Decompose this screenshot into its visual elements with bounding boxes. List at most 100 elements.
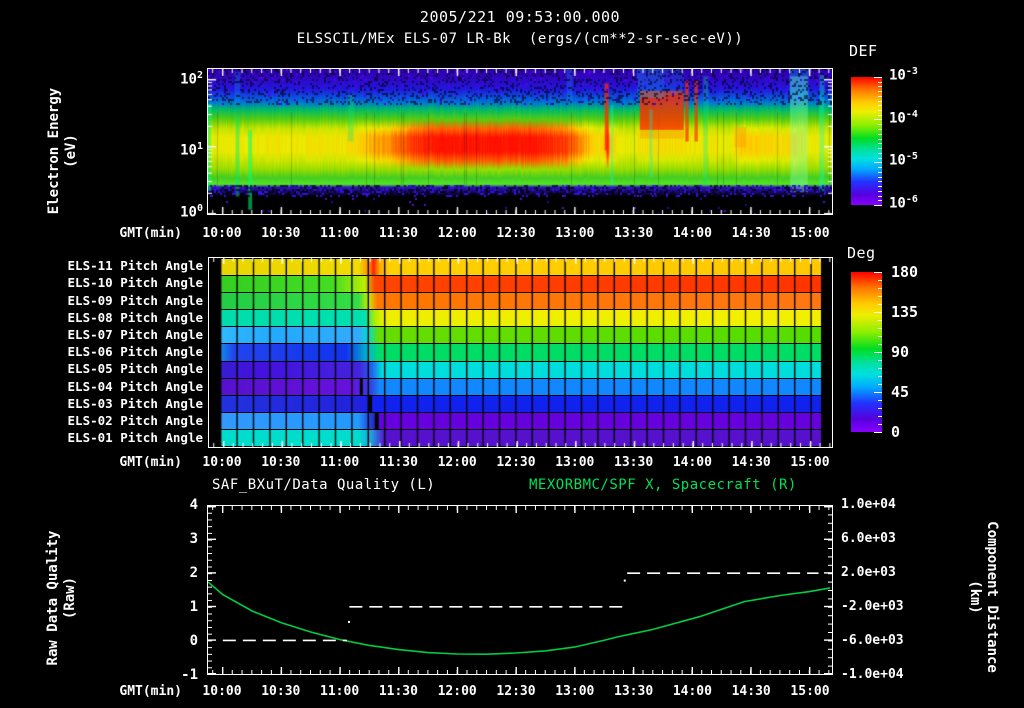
axis-tick	[310, 670, 311, 674]
colorbar-minor-tick	[878, 344, 882, 345]
axis-tick	[544, 506, 546, 510]
axis-tick	[300, 506, 302, 510]
colorbar-minor-tick	[878, 328, 882, 329]
time-tick-label: 14:30	[731, 684, 771, 699]
axis-tick	[515, 667, 517, 674]
time-tick-label: 10:00	[202, 226, 242, 241]
axis-tick	[828, 606, 832, 608]
axis-tick	[613, 670, 615, 674]
axis-tick	[759, 670, 761, 674]
axis-tick	[632, 506, 635, 513]
axis-tick	[261, 506, 263, 510]
colorbar-minor-tick	[878, 186, 882, 188]
axis-tick	[241, 670, 243, 674]
colorbar-minor-tick	[878, 124, 882, 126]
axis-tick	[710, 506, 712, 510]
axis-tick	[593, 506, 595, 510]
time-tick-label: 12:30	[496, 684, 536, 699]
time-tick-label: 13:00	[555, 226, 595, 241]
exponent: 2	[196, 70, 203, 81]
deg-tick-label: 180	[891, 263, 919, 281]
colorbar-minor-tick	[878, 157, 882, 159]
time-tick-label: 15:00	[790, 226, 830, 241]
axis-tick	[642, 670, 644, 674]
energy-ytick-label: 101	[180, 141, 203, 159]
electron-energy-axis-line1: Electron Energy	[46, 87, 62, 215]
bottom-title-left: SAF_BXuT/Data Quality (L)	[212, 477, 436, 493]
axis-tick	[476, 670, 478, 674]
colorbar-minor-tick	[878, 105, 882, 107]
axis-tick	[671, 506, 673, 510]
def-tick-label: 10-3	[889, 66, 918, 84]
axis-tick	[632, 667, 635, 674]
quality-distance-panel	[207, 505, 833, 675]
pitch-angle-row-label: ELS-07 Pitch Angle	[67, 327, 203, 342]
raw-quality-axis-line1: Raw Data Quality	[45, 530, 61, 666]
axis-tick	[671, 670, 673, 674]
pitch-angle-row-label: ELS-04 Pitch Angle	[67, 378, 203, 394]
quality-dot	[348, 620, 351, 623]
axis-tick	[824, 605, 832, 608]
axis-tick	[505, 506, 507, 510]
axis-tick	[208, 553, 212, 555]
axis-tick	[208, 546, 212, 548]
axis-tick	[554, 506, 556, 510]
date-title: 2005/221 09:53:00.000	[419, 8, 621, 26]
axis-tick	[388, 670, 390, 674]
bottom-title-right: MEXORBMC/SPF X, Spacecraft (R)	[529, 477, 797, 493]
def-colorbar-title: DEF	[849, 42, 878, 60]
energy-ytick-label: 102	[180, 70, 203, 88]
axis-tick	[270, 670, 272, 674]
colorbar-minor-tick	[878, 368, 882, 369]
axis-tick	[828, 598, 832, 600]
axis-tick	[300, 670, 302, 674]
axis-tick	[329, 506, 331, 510]
axis-tick	[231, 506, 233, 510]
axis-tick	[759, 506, 761, 510]
axis-tick	[818, 506, 820, 510]
axis-tick	[208, 519, 212, 521]
axis-tick	[603, 506, 605, 510]
axis-tick	[593, 670, 595, 674]
gmt-axis-label: GMT(min)	[119, 684, 182, 699]
axis-tick	[290, 670, 292, 674]
axis-tick	[828, 539, 832, 541]
axis-tick	[251, 506, 253, 510]
colorbar-minor-tick	[878, 416, 882, 417]
axis-tick	[824, 538, 832, 540]
colorbar-major-tick	[874, 119, 882, 121]
axis-tick	[662, 670, 664, 674]
axis-tick	[691, 667, 693, 674]
colorbar-minor-tick	[878, 190, 882, 192]
axis-tick	[828, 531, 832, 533]
axis-tick	[750, 667, 752, 674]
axis-tick	[456, 506, 459, 513]
colorbar-major-tick	[874, 76, 882, 78]
def-tick-label: 10-6	[889, 194, 918, 212]
axis-tick	[270, 506, 272, 510]
colorbar-minor-tick	[878, 143, 882, 145]
pitch-angle-row-label: ELS-03 Pitch Angle	[67, 395, 203, 411]
pitch-angle-row-label: ELS-01 Pitch Angle	[67, 430, 203, 446]
axis-tick	[613, 506, 615, 510]
time-tick-label: 12:00	[437, 684, 477, 699]
component-distance-axis-line2: (km)	[967, 580, 983, 614]
def-tick-label: 10-5	[889, 151, 918, 170]
time-tick-label: 15:00	[790, 455, 830, 470]
pitch-angle-row-label: ELS-11 Pitch Angle	[67, 258, 203, 274]
axis-tick	[769, 670, 771, 674]
spectrogram-panel	[207, 68, 833, 215]
gmt-axis-label: GMT(min)	[119, 226, 182, 241]
time-tick-label: 10:00	[202, 684, 242, 699]
axis-tick	[828, 514, 832, 516]
axis-tick	[261, 670, 263, 674]
time-tick-label: 14:30	[731, 226, 771, 241]
axis-tick	[208, 539, 212, 541]
axis-tick	[701, 670, 703, 674]
axis-tick	[290, 506, 292, 510]
exponent: -3	[905, 66, 918, 77]
pitch-angle-row-label: ELS-05 Pitch Angle	[67, 361, 203, 377]
axis-tick	[212, 506, 214, 510]
colorbar-minor-tick	[878, 95, 882, 97]
distance-ytick-label: 2.0e+03	[841, 565, 896, 580]
